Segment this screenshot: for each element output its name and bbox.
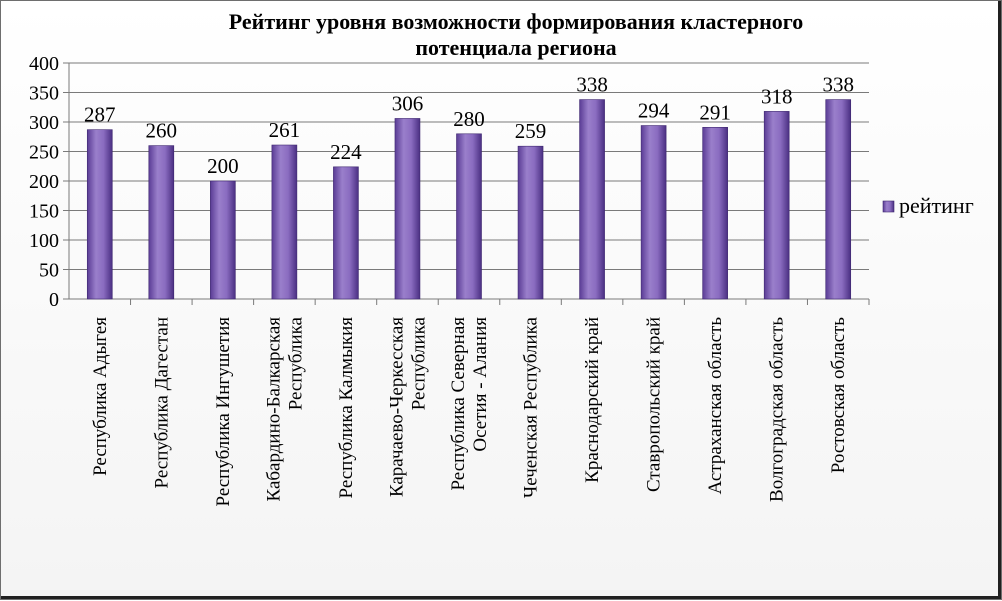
x-category-line: Ставропольский край (644, 317, 665, 492)
x-category-line: Краснодарский край (582, 317, 603, 483)
x-category-label: Карачаево-Черкесская Республика (386, 316, 429, 497)
data-label: 287 (84, 103, 116, 127)
x-category-label: Кабардино-Балкарская Республика (263, 316, 306, 501)
x-category-line: Чеченская Республика (521, 316, 542, 498)
chart-title: Рейтинг уровня возможности формирования … (229, 9, 803, 60)
bar (763, 111, 790, 300)
chart-title-line: потенциала региона (415, 35, 616, 60)
bar (456, 133, 482, 300)
x-category-line: Карачаево-Черкесская (386, 317, 407, 497)
x-category-label: Республика Ингушетия (213, 317, 234, 507)
y-tick-label: 0 (49, 289, 59, 311)
data-label: 280 (453, 107, 485, 131)
x-category-label: Краснодарский край (582, 317, 603, 483)
y-tick-label: 350 (29, 83, 59, 105)
data-label: 200 (207, 154, 239, 178)
y-tick-label: 150 (29, 201, 59, 223)
y-tick-label: 250 (29, 142, 59, 164)
x-axis-categories: Республика Адыгея Республика Дагестан Респ… (90, 316, 849, 506)
y-tick-label: 400 (29, 53, 59, 75)
bar (825, 99, 852, 300)
bar (702, 127, 728, 300)
data-label: 260 (146, 119, 178, 143)
x-category-label: Астраханская область (705, 317, 726, 495)
data-label: 261 (269, 118, 301, 142)
bar (333, 166, 359, 300)
x-category-line: Республика Калмыкия (336, 317, 357, 499)
y-tick-label: 50 (39, 260, 59, 282)
x-category-label: Волгоградская область (767, 317, 788, 502)
legend: рейтинг (882, 193, 974, 218)
bar (148, 145, 175, 300)
bar (86, 129, 113, 300)
x-category-label: Ростовская область (828, 317, 849, 474)
data-label: 294 (638, 99, 670, 123)
x-category-line: Республика Дагестан (151, 317, 172, 488)
y-axis-ticks: 0 50 100 150 200 250 300 350 400 (29, 53, 59, 311)
data-label: 259 (515, 119, 547, 143)
x-category-line: Республика (408, 316, 429, 410)
bar (579, 99, 605, 300)
legend-swatch (882, 200, 895, 213)
x-category-label: Ставропольский край (644, 317, 665, 492)
chart-title-line: Рейтинг уровня возможности формирования … (229, 9, 803, 34)
y-tick-label: 100 (29, 230, 59, 252)
bar (394, 118, 421, 300)
x-category-line: Кабардино-Балкарская (263, 317, 284, 502)
x-category-line: Республика Северная (448, 317, 469, 491)
bar (640, 125, 667, 300)
data-label: 291 (699, 100, 731, 124)
legend-label: рейтинг (899, 193, 974, 218)
y-tick-label: 200 (29, 171, 59, 193)
bars (86, 99, 852, 300)
data-label: 338 (822, 73, 854, 97)
bar (210, 180, 236, 300)
y-tick-label: 300 (29, 112, 59, 134)
x-category-line: Волгоградская область (767, 317, 788, 502)
x-category-line: Республика Ингушетия (213, 317, 234, 507)
x-category-label: Республика Калмыкия (336, 317, 357, 499)
bar (517, 145, 544, 300)
bar (271, 144, 298, 300)
data-label: 306 (392, 91, 424, 115)
x-category-label: Чеченская Республика (521, 316, 542, 498)
data-label: 338 (576, 73, 608, 97)
x-category-label: Республика Северная Осетия - Алания (448, 317, 491, 491)
x-category-label: Республика Дагестан (151, 317, 172, 488)
x-category-line: Республика (285, 316, 306, 410)
x-category-line: Астраханская область (705, 317, 726, 495)
data-label: 318 (761, 84, 793, 108)
data-label: 224 (330, 140, 362, 164)
x-category-line: Осетия - Алания (470, 317, 491, 452)
x-category-line: Республика Адыгея (90, 317, 111, 476)
x-category-line: Ростовская область (828, 317, 849, 474)
data-labels: 287 260 200 261 224 306 280 259 338 294 291 318 338 (84, 73, 854, 178)
x-category-label: Республика Адыгея (90, 317, 111, 476)
